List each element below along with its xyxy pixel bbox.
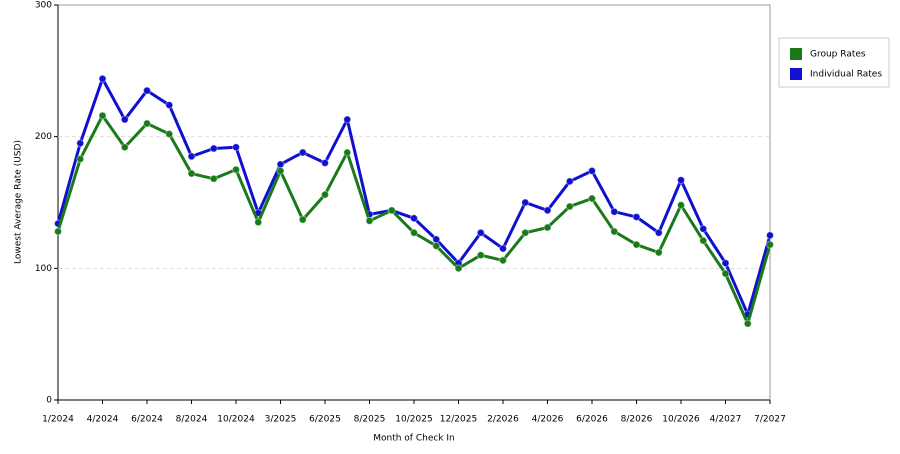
y-tick-label: 0 (46, 396, 52, 406)
data-point (209, 174, 218, 183)
data-point (499, 244, 507, 253)
data-point (565, 202, 574, 211)
data-point (499, 256, 507, 265)
x-tick-label: 4/2024 (87, 415, 119, 425)
legend-label: Individual Rates (810, 70, 882, 80)
data-point (543, 223, 552, 232)
legend-swatch (790, 48, 802, 60)
data-point (654, 248, 663, 257)
data-point (298, 148, 307, 157)
x-tick-label: 6/2026 (576, 415, 608, 425)
data-point (766, 240, 774, 249)
x-tick-label: 8/2025 (354, 415, 386, 425)
data-point (410, 214, 418, 223)
data-point (565, 177, 574, 186)
data-point (298, 215, 307, 224)
data-point (209, 144, 218, 153)
data-point (588, 166, 596, 175)
data-point (721, 269, 730, 278)
y-axis-title: Lowest Average Rate (USD) (14, 140, 24, 264)
data-point (454, 264, 463, 273)
data-point (165, 130, 174, 139)
data-point (276, 166, 285, 175)
data-point (476, 228, 485, 237)
data-point (254, 218, 263, 227)
plot-frame (57, 4, 771, 401)
data-point (743, 319, 752, 328)
x-tick-label: 2/2026 (487, 415, 519, 425)
y-tick-label: 300 (35, 1, 52, 11)
data-point (699, 224, 708, 233)
data-point (343, 115, 352, 124)
x-tick-label: 6/2025 (309, 415, 341, 425)
y-tick-label: 200 (35, 132, 52, 142)
data-point (476, 251, 485, 260)
data-point (232, 143, 240, 152)
data-point (654, 228, 663, 237)
data-point (98, 111, 107, 120)
x-tick-label: 4/2027 (710, 415, 742, 425)
data-point (721, 259, 730, 268)
y-tick-label: 100 (35, 264, 52, 274)
data-point (54, 227, 62, 236)
legend-label: Group Rates (810, 50, 866, 60)
data-point (588, 194, 596, 203)
data-point (76, 139, 85, 148)
data-point (677, 176, 685, 185)
data-point (232, 165, 240, 174)
x-tick-label: 4/2026 (532, 415, 564, 425)
data-point (76, 155, 85, 164)
data-point (677, 201, 685, 210)
data-point (143, 86, 151, 95)
data-point (610, 227, 619, 236)
data-point (543, 206, 552, 215)
data-point (321, 159, 329, 167)
x-tick-label: 6/2024 (131, 415, 163, 425)
x-tick-label: 10/2025 (395, 415, 432, 425)
data-point (143, 119, 151, 128)
data-point (321, 190, 329, 199)
x-tick-label: 1/2024 (42, 415, 74, 425)
data-point (120, 143, 129, 152)
data-point (521, 228, 530, 237)
data-point (521, 198, 530, 207)
x-tick-label: 10/2024 (217, 415, 255, 425)
x-tick-label: 12/2025 (440, 415, 477, 425)
data-point (432, 241, 441, 250)
x-tick-label: 10/2026 (662, 415, 700, 425)
data-point (632, 240, 641, 249)
data-point (187, 169, 196, 178)
data-point (276, 160, 285, 169)
data-point (632, 212, 641, 221)
data-point (120, 115, 129, 124)
data-point (98, 74, 107, 83)
data-point (610, 207, 619, 216)
x-tick-label: 7/2027 (754, 415, 786, 425)
x-tick-label: 8/2024 (176, 415, 208, 425)
data-point (187, 152, 196, 161)
data-point (343, 148, 352, 157)
data-point (699, 236, 708, 245)
data-point (766, 231, 774, 240)
x-axis-title: Month of Check In (373, 434, 455, 444)
series-line (56, 77, 772, 316)
legend-swatch (790, 68, 802, 80)
x-tick-label: 8/2026 (621, 415, 653, 425)
data-point (387, 206, 396, 215)
data-point (365, 216, 374, 225)
data-point (165, 101, 174, 110)
data-point (410, 228, 418, 237)
data-point (432, 235, 441, 244)
x-tick-label: 3/2025 (265, 415, 297, 425)
